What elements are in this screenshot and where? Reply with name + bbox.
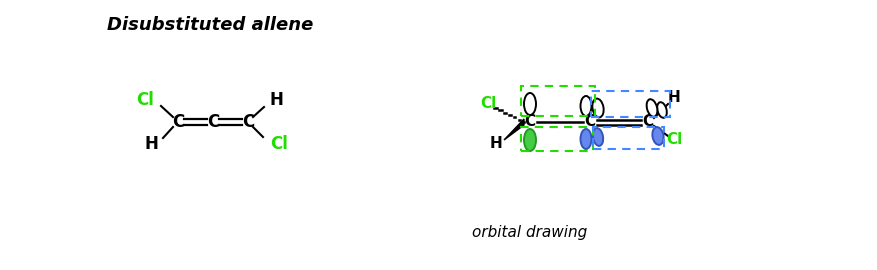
Ellipse shape [657, 102, 666, 118]
Ellipse shape [524, 129, 535, 151]
Text: C: C [524, 114, 535, 130]
Ellipse shape [645, 99, 657, 117]
Bar [520, 86, 595, 116]
Bar [520, 127, 592, 151]
Ellipse shape [592, 99, 603, 117]
Text: H: H [270, 91, 283, 109]
Bar [590, 91, 669, 117]
Text: Cl: Cl [270, 135, 288, 153]
Text: C: C [207, 113, 219, 131]
Text: orbital drawing: orbital drawing [472, 224, 587, 239]
Text: C: C [584, 114, 595, 130]
Text: Cl: Cl [480, 96, 496, 112]
Ellipse shape [580, 96, 591, 116]
Text: C: C [241, 113, 253, 131]
Text: H: H [489, 137, 502, 151]
Text: C: C [642, 114, 652, 130]
Bar [592, 127, 663, 149]
Ellipse shape [652, 127, 663, 145]
Text: H: H [667, 90, 680, 106]
Text: Cl: Cl [136, 91, 153, 109]
Ellipse shape [580, 129, 591, 149]
Text: H: H [144, 135, 158, 153]
Polygon shape [503, 119, 524, 140]
Text: Disubstituted allene: Disubstituted allene [107, 16, 313, 34]
Text: C: C [172, 113, 184, 131]
Ellipse shape [592, 128, 602, 146]
Ellipse shape [524, 93, 535, 115]
Text: Cl: Cl [665, 133, 681, 147]
